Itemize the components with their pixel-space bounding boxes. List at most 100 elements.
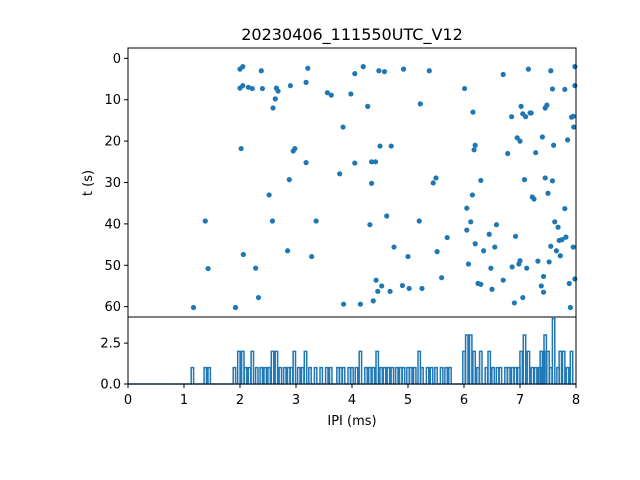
raster-point [369,180,375,186]
raster-point [303,160,309,166]
raster-point [545,190,551,196]
raster-point [313,218,319,224]
raster-point [258,68,264,74]
raster-point [572,83,578,89]
raster-point [406,285,412,292]
raster-point [292,145,298,152]
raster-point [531,196,537,202]
raster-point [540,289,547,295]
raster-point [357,301,363,307]
raster-point [253,265,259,271]
raster-point [461,85,468,92]
raster-point [309,253,315,260]
raster-point [563,234,569,240]
raster-y-tick-label: 50 [104,259,121,274]
raster-point [399,282,405,289]
raster-point [430,180,436,186]
raster-point [557,253,563,259]
raster-point [486,231,492,237]
raster-point [272,96,278,102]
raster-point [439,275,445,281]
raster-point [365,103,371,109]
raster-point [544,102,550,108]
raster-point [400,66,407,72]
histogram-frame [127,316,577,385]
raster-point [341,301,347,307]
raster-point [533,150,539,156]
raster-point [570,244,576,250]
raster-point [464,205,470,211]
raster-point [570,113,576,119]
raster-point [419,285,425,292]
raster-point [468,219,474,225]
histogram-x-tick-label: 1 [180,393,188,408]
raster-point [266,192,272,198]
raster-point [434,249,440,255]
raster-point [275,88,281,94]
raster-point [546,259,552,265]
histogram-x-ticks: 0 1 2 3 4 5 6 7 8 [124,384,580,408]
raster-point [381,68,388,75]
histogram-y-tick-label: 0.0 [100,378,121,393]
raster-point [377,143,383,149]
raster-point [524,265,530,271]
raster-point [509,264,515,270]
raster-point [567,304,574,311]
raster-point [391,244,397,250]
raster-point [286,177,292,183]
raster-point [465,261,472,267]
histogram-x-tick-label: 7 [516,393,524,408]
chart-title: 20230406_111550UTC_V12 [241,25,463,45]
histogram-y-tick-label: 2.5 [100,337,121,352]
raster-point [469,192,475,198]
raster-point [340,124,346,130]
raster-point [517,258,523,264]
histogram-x-tick-label: 5 [404,393,412,408]
raster-point [375,288,381,294]
histogram-x-tick-label: 8 [572,393,580,408]
raster-y-ticks: 0 10 20 30 40 50 60 [104,52,128,315]
raster-point [517,138,523,144]
raster-point [205,265,211,272]
raster-y-label: t (s) [81,170,96,196]
raster-point [472,142,478,148]
raster-point [525,66,532,72]
raster-point [562,205,568,212]
raster-point [433,175,439,181]
raster-point [493,222,500,228]
raster-point [542,175,548,181]
raster-point [540,273,547,280]
raster-point [470,109,476,115]
raster-point [337,171,343,177]
raster-point [444,234,450,241]
raster-point [232,304,239,311]
raster-point [548,243,554,249]
raster-point [523,114,529,120]
raster-point [249,85,255,92]
raster-point [472,241,478,247]
histogram-x-label: IPI (ms) [327,414,376,429]
raster-point [416,218,422,224]
raster-point [373,277,379,283]
raster-point [255,294,262,301]
raster-point [367,222,373,228]
raster-point [565,137,571,143]
raster-point [518,103,524,109]
raster-point [190,304,197,311]
histogram-x-tick-label: 4 [348,393,356,408]
raster-point [388,143,394,149]
raster-point [384,213,390,219]
raster-y-tick-label: 20 [104,135,121,150]
histogram-x-tick-label: 3 [292,393,300,408]
raster-point [520,294,526,301]
raster-point [572,276,578,282]
raster-point [328,92,334,98]
raster-point [360,64,366,70]
raster-axes: 0 10 20 30 40 50 60 t (s) [81,47,578,318]
raster-point [269,218,276,224]
raster-point [539,134,546,140]
raster-point [471,147,477,153]
raster-y-tick-label: 40 [104,217,121,232]
raster-point [500,277,506,283]
raster-point [369,159,375,165]
